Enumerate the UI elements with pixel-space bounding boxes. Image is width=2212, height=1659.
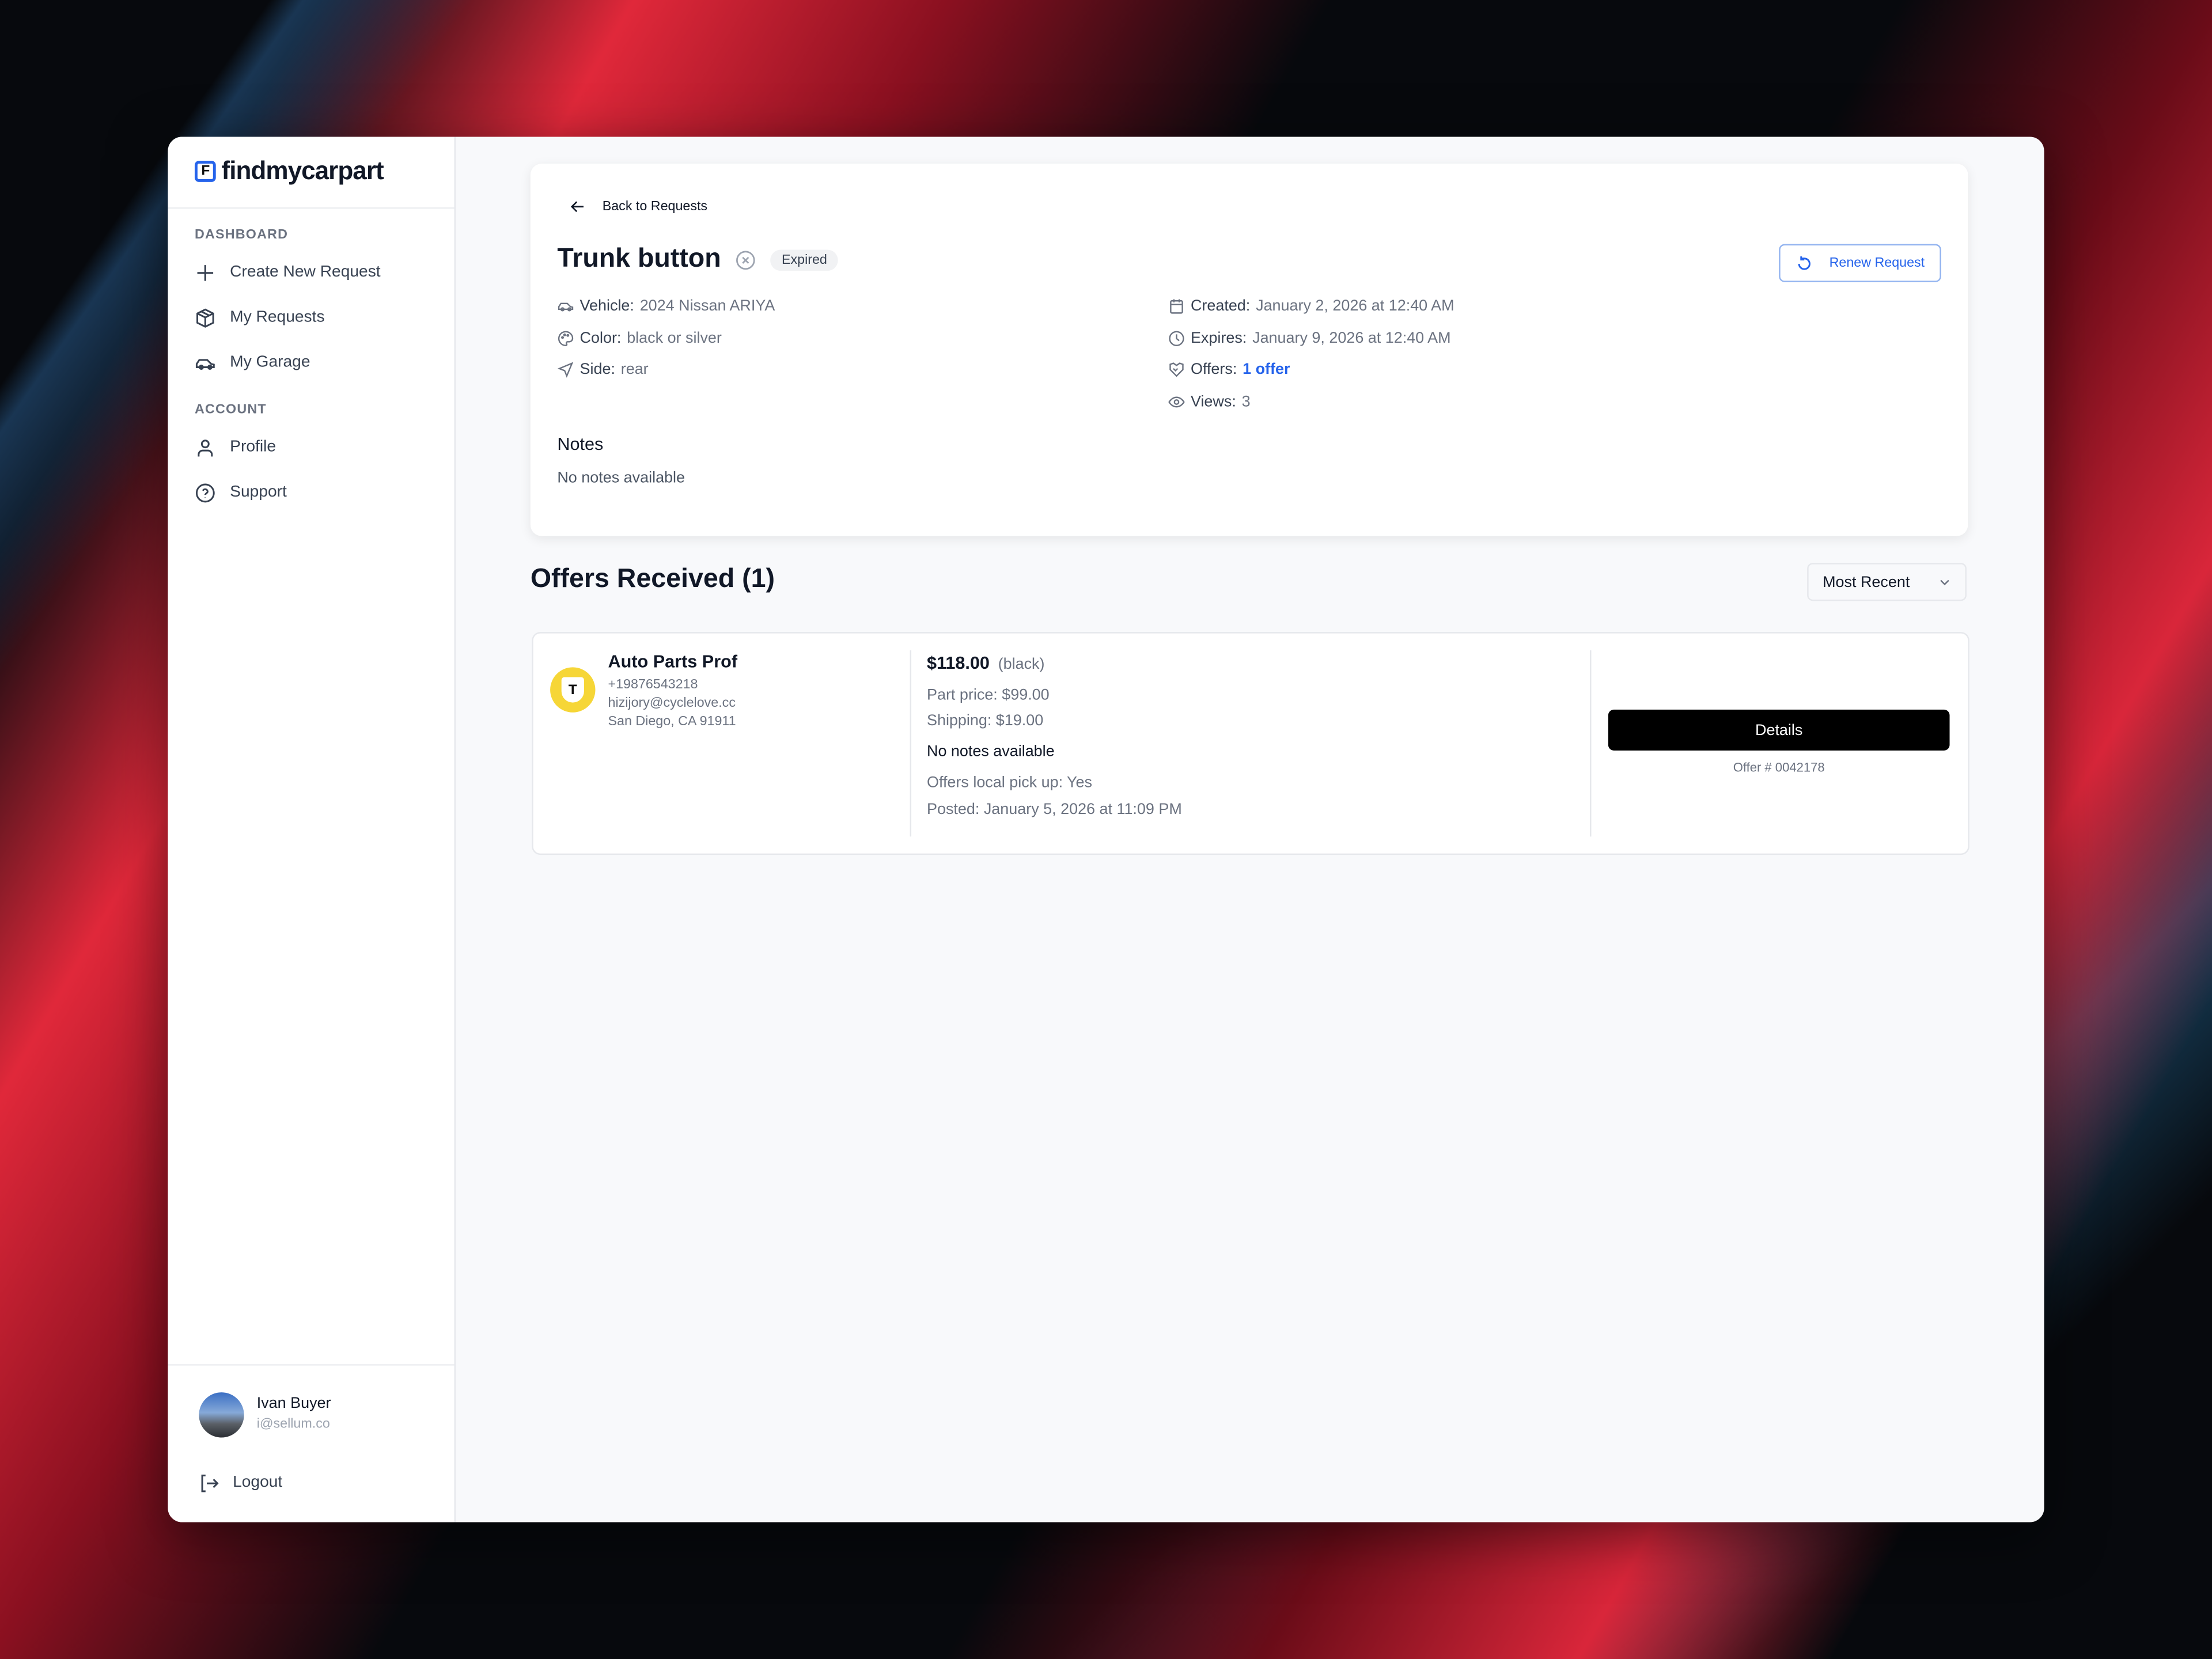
side-value: rear — [620, 361, 649, 378]
offer-notes: No notes available — [926, 743, 1055, 761]
divider — [910, 650, 912, 837]
side-label: Side: — [579, 361, 615, 378]
renew-request-button[interactable]: Renew Request — [1779, 244, 1941, 282]
car-icon — [558, 302, 574, 312]
car-icon — [195, 358, 215, 369]
posted-date: Posted: January 5, 2026 at 11:09 PM — [926, 801, 1182, 819]
part-price: Part price: $99.00 — [926, 687, 1050, 704]
chevron-down-icon — [1940, 579, 1949, 586]
user-email: i@sellum.co — [256, 1416, 330, 1432]
views-value: 3 — [1241, 393, 1251, 411]
logout-button[interactable]: Logout — [199, 1470, 282, 1495]
expires-row: Expires: January 9, 2026 at 12:40 AM — [1168, 330, 1451, 347]
palette-icon — [558, 331, 574, 346]
expires-value: January 9, 2026 at 12:40 AM — [1252, 330, 1451, 347]
sidebar-item-my-garage[interactable]: My Garage — [195, 350, 310, 375]
offers-label: Offers: — [1190, 361, 1237, 378]
logo[interactable]: F findmycarpart — [194, 156, 384, 186]
price-row: $118.00 (black) — [927, 653, 1045, 673]
seller-name: Auto Parts Prof — [608, 652, 738, 672]
page-title: Trunk button — [557, 244, 721, 274]
request-card: Back to Requests Trunk button Expired Re… — [530, 164, 1968, 536]
seller-avatar: T — [550, 667, 596, 713]
shipping: Shipping: $19.00 — [926, 712, 1044, 730]
seller-email: hizijory@cyclelove.cc — [608, 695, 736, 711]
renew-label: Renew Request — [1829, 255, 1925, 271]
sidebar-item-label: My Requests — [230, 309, 325, 326]
views-row: Views: 3 — [1168, 393, 1251, 411]
sidebar-item-label: Profile — [230, 438, 276, 456]
status-badge: Expired — [770, 249, 839, 270]
views-label: Views: — [1190, 393, 1236, 411]
back-link[interactable]: Back to Requests — [570, 199, 707, 214]
box-icon — [196, 308, 214, 327]
sidebar-item-profile[interactable]: Profile — [195, 434, 276, 460]
logo-text: findmycarpart — [221, 156, 384, 185]
section-dashboard: DASHBOARD — [194, 227, 289, 243]
sidebar-item-label: Create New Request — [230, 263, 381, 281]
offer-number: Offer # 0042178 — [1733, 760, 1825, 775]
x-circle-icon — [736, 250, 755, 269]
created-label: Created: — [1190, 297, 1251, 315]
offer-card: T Auto Parts Prof +19876543218 hizijory@… — [532, 632, 1969, 855]
sidebar-item-support[interactable]: Support — [195, 480, 287, 505]
user-name: Ivan Buyer — [256, 1395, 331, 1412]
offers-link[interactable]: 1 offer — [1243, 361, 1290, 378]
local-pickup: Offers local pick up: Yes — [926, 774, 1093, 791]
created-value: January 2, 2026 at 12:40 AM — [1256, 297, 1455, 315]
section-account: ACCOUNT — [194, 402, 267, 418]
seller-address: San Diego, CA 91911 — [608, 714, 736, 730]
color-label: Color: — [579, 330, 622, 347]
sort-select[interactable]: Most Recent — [1807, 563, 1967, 601]
expires-label: Expires: — [1190, 330, 1247, 347]
sidebar: F findmycarpart DASHBOARD Create New Req… — [168, 137, 456, 1522]
back-label: Back to Requests — [602, 199, 708, 215]
vehicle-value: 2024 Nissan ARIYA — [639, 297, 775, 315]
details-button[interactable]: Details — [1608, 709, 1950, 751]
offers-row: Offers: 1 offer — [1168, 361, 1290, 378]
seller-phone: +19876543218 — [608, 677, 698, 693]
color-row: Color: black or silver — [557, 330, 722, 347]
sidebar-item-my-requests[interactable]: My Requests — [195, 305, 325, 330]
eye-icon — [1168, 396, 1185, 408]
handshake-icon — [1169, 362, 1184, 377]
plus-icon — [197, 264, 214, 281]
offers-heading: Offers Received (1) — [530, 564, 775, 594]
vehicle-label: Vehicle: — [579, 297, 634, 315]
logo-icon: F — [194, 161, 216, 182]
logout-icon — [201, 1474, 219, 1492]
user-icon — [198, 438, 213, 456]
avatar[interactable] — [199, 1392, 244, 1438]
offer-total: $118.00 — [926, 653, 990, 673]
divider — [168, 207, 454, 209]
sidebar-item-create-request[interactable]: Create New Request — [195, 260, 381, 285]
logout-label: Logout — [233, 1474, 283, 1491]
divider — [1590, 650, 1592, 837]
vehicle-row: Vehicle: 2024 Nissan ARIYA — [557, 298, 775, 315]
side-row: Side: rear — [557, 361, 649, 378]
color-value: black or silver — [627, 330, 722, 347]
created-row: Created: January 2, 2026 at 12:40 AM — [1168, 298, 1455, 315]
navigation-icon — [557, 362, 574, 378]
offer-color: (black) — [998, 656, 1045, 673]
sidebar-item-label: Support — [230, 484, 287, 501]
clock-icon — [1169, 331, 1184, 346]
notes-text: No notes available — [557, 469, 685, 487]
sidebar-item-label: My Garage — [230, 354, 310, 372]
divider — [168, 1364, 454, 1366]
refresh-icon — [1797, 255, 1810, 270]
notes-heading: Notes — [557, 434, 604, 454]
title-row: Trunk button Expired — [557, 244, 839, 275]
arrow-left-icon — [570, 201, 584, 213]
sort-value: Most Recent — [1823, 573, 1910, 590]
app-window: F findmycarpart DASHBOARD Create New Req… — [168, 137, 2044, 1522]
help-circle-icon — [195, 483, 215, 502]
seller-logo-icon: T — [561, 677, 584, 703]
calendar-icon — [1170, 299, 1183, 314]
